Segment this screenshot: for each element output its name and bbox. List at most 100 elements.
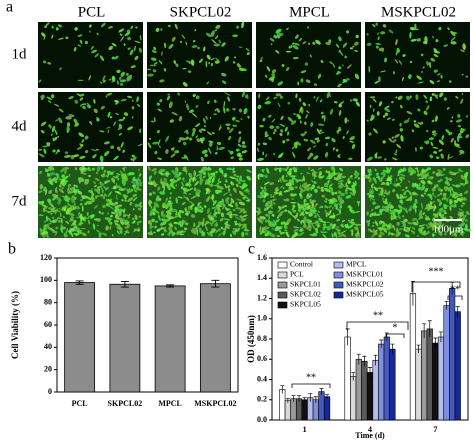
cell (67, 190, 74, 195)
cell (153, 202, 160, 208)
cell (84, 180, 89, 185)
cell (177, 221, 182, 225)
cell (384, 107, 391, 113)
cell (214, 223, 219, 227)
cell (328, 186, 334, 190)
cell (121, 179, 126, 187)
cell (107, 191, 112, 197)
bar (199, 283, 231, 393)
bar (279, 389, 286, 421)
cell (214, 200, 217, 204)
cell (350, 229, 354, 232)
cell (107, 111, 111, 118)
cell (299, 106, 302, 113)
cell (261, 189, 265, 192)
cell (41, 32, 46, 38)
cell (243, 108, 248, 115)
cell (129, 201, 133, 206)
cell (194, 206, 198, 214)
cell (211, 177, 215, 184)
cell (284, 209, 288, 213)
cell (440, 153, 444, 159)
cell (96, 32, 99, 36)
cell (378, 101, 383, 107)
cell (42, 208, 46, 213)
cell (52, 136, 58, 142)
cell (95, 117, 99, 119)
cell (213, 208, 217, 213)
cell (127, 95, 133, 99)
cell (422, 41, 428, 45)
cell (79, 39, 83, 44)
cell (264, 188, 267, 193)
cell (311, 223, 316, 230)
cell (276, 234, 281, 238)
cell (297, 203, 299, 207)
bar (437, 336, 445, 421)
cell (190, 195, 197, 199)
cell (200, 166, 207, 171)
cell (51, 133, 53, 136)
cell (159, 79, 165, 83)
cell (332, 224, 337, 229)
cell (54, 231, 58, 237)
cell (218, 228, 221, 232)
cell (457, 132, 462, 137)
cell (293, 193, 297, 196)
x-tick-label: 7 (433, 425, 437, 434)
cell (396, 221, 400, 226)
cell (272, 131, 276, 135)
cell (74, 233, 80, 236)
cell (199, 178, 203, 186)
cell (180, 233, 185, 236)
cell (271, 228, 275, 230)
cell (108, 202, 114, 206)
cell (386, 117, 391, 120)
cell (155, 28, 160, 32)
cell (331, 165, 336, 172)
cell (194, 180, 199, 186)
cell (169, 119, 174, 123)
bar (64, 282, 96, 393)
cell (401, 76, 404, 81)
cell (417, 108, 421, 112)
micrograph (38, 92, 143, 163)
cell (124, 231, 130, 234)
cell (352, 181, 356, 187)
cell (414, 28, 419, 31)
cell (123, 208, 126, 214)
cell (89, 188, 93, 193)
cell (408, 74, 412, 79)
cell (147, 142, 152, 149)
cell (214, 109, 217, 112)
bar (426, 328, 433, 421)
cell (262, 193, 266, 197)
bar (290, 398, 297, 421)
cell (84, 135, 89, 140)
cell (183, 166, 187, 171)
cell (262, 151, 265, 156)
cell (306, 224, 311, 230)
cell (430, 141, 434, 146)
cell (103, 185, 107, 190)
cell (171, 216, 174, 219)
cell (81, 42, 83, 45)
cell (88, 75, 91, 81)
cell (52, 230, 58, 234)
cell (126, 29, 131, 33)
cell (139, 184, 143, 187)
cell (342, 135, 345, 140)
cell (188, 181, 192, 186)
cell (110, 145, 115, 149)
cell (134, 203, 139, 208)
cell (151, 218, 155, 223)
cell (342, 42, 348, 48)
cell (366, 119, 369, 122)
cell (137, 188, 142, 191)
y-axis-label: OD (450nm) (246, 315, 256, 363)
cell (182, 177, 185, 181)
cell (239, 67, 245, 72)
cell (337, 83, 342, 88)
cell (295, 34, 299, 39)
cell (277, 209, 281, 213)
